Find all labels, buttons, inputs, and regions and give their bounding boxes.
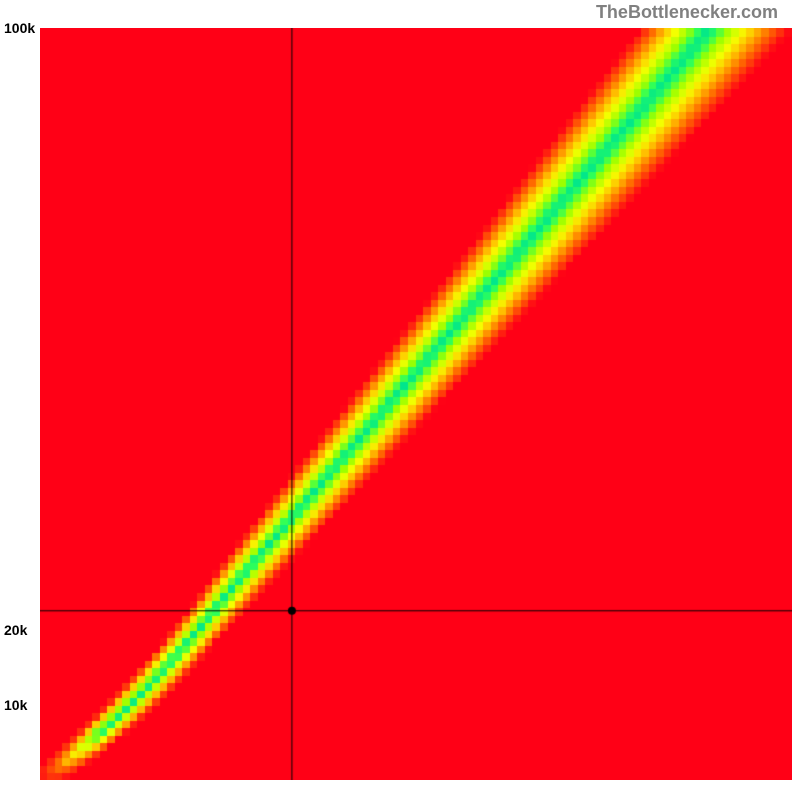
attribution-text: TheBottleneсker.com	[596, 2, 778, 23]
bottleneck-heatmap	[40, 28, 792, 780]
heatmap-canvas	[40, 28, 792, 780]
y-tick-label: 10k	[4, 697, 27, 713]
y-tick-label: 100k	[4, 20, 35, 36]
root: TheBottleneсker.com 10k 20k 100k	[0, 0, 800, 800]
y-tick-label: 20k	[4, 622, 27, 638]
